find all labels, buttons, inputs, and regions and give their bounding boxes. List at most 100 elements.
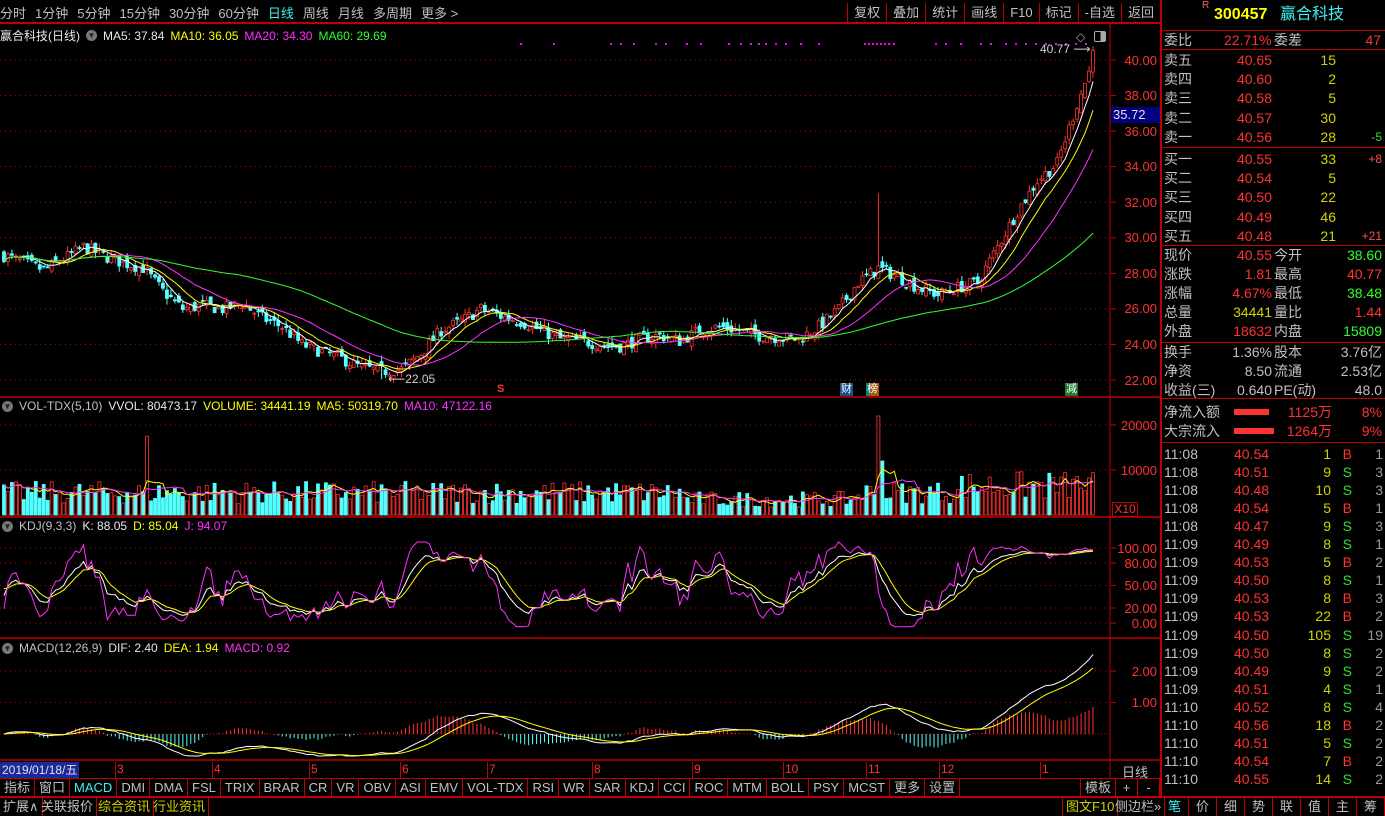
candle <box>161 282 165 289</box>
indicator-tab[interactable]: DMI <box>117 779 151 796</box>
tool-button[interactable]: 复权 <box>847 3 886 23</box>
tool-button[interactable]: -自选 <box>1077 3 1121 23</box>
template-button[interactable]: + <box>1116 779 1138 796</box>
period-tab[interactable]: 月线 <box>337 6 364 21</box>
marker-finance[interactable]: 财 <box>840 383 853 396</box>
bottom-tab[interactable]: 行业资讯 <box>150 798 210 816</box>
volume-bar <box>892 482 897 516</box>
price-axis-label: 34.00 <box>1124 159 1157 175</box>
kline-chart[interactable] <box>0 0 1160 778</box>
indicator-tab[interactable]: BRAR <box>260 779 305 796</box>
count: 1 <box>1375 446 1383 462</box>
diamond-icon[interactable]: ◇ <box>1076 30 1086 44</box>
indicator-tab[interactable]: ASI <box>396 779 426 796</box>
volume-bar <box>757 506 762 516</box>
bottom-tab[interactable]: 综合资讯 <box>95 798 155 816</box>
view-tab[interactable]: 势 <box>1245 798 1273 816</box>
bottom-tab[interactable]: 扩展∧ <box>0 798 43 816</box>
chevron-down-icon[interactable]: ▼ <box>86 30 97 41</box>
label: 买五 <box>1164 227 1192 244</box>
tool-button[interactable]: 标记 <box>1038 3 1078 23</box>
tool-button[interactable]: 画线 <box>964 3 1003 23</box>
marker-reduce[interactable]: 减 <box>1065 383 1078 396</box>
tool-button[interactable]: 统计 <box>925 3 964 23</box>
panel-toggle-icon[interactable] <box>1094 31 1106 42</box>
trade-row: 11:08 40.47 9 S 3 <box>1162 517 1385 535</box>
indicator-tab[interactable]: KDJ <box>626 779 660 796</box>
period-tab[interactable]: 日线 <box>267 6 294 21</box>
indicator-tab[interactable]: VOL-TDX <box>463 779 529 796</box>
candle <box>37 264 42 270</box>
candle <box>840 297 845 304</box>
chevron-down-icon[interactable]: ▼ <box>2 520 13 532</box>
template-button[interactable]: 模板 <box>1081 779 1116 796</box>
view-tab[interactable]: 主 <box>1329 798 1357 816</box>
indicator-tab[interactable]: MACD <box>70 779 118 796</box>
indicator-tab[interactable]: CCI <box>659 779 691 796</box>
period-tab[interactable]: 周线 <box>302 6 329 21</box>
candle <box>220 304 225 314</box>
view-tab[interactable]: 价 <box>1189 798 1217 816</box>
period-tab[interactable]: 分时 <box>0 6 27 21</box>
period-tab[interactable]: 15分钟 <box>119 6 160 21</box>
indicator-tab[interactable]: 窗口 <box>35 779 71 796</box>
indicator-tab[interactable]: WR <box>559 779 590 796</box>
vol-ma5-line <box>3 468 1094 505</box>
volume-bar <box>176 491 181 516</box>
trade-row: 11:09 40.49 9 S 2 <box>1162 662 1385 680</box>
chevron-down-icon[interactable]: ▼ <box>2 642 13 654</box>
indicator-tab[interactable]: SAR <box>590 779 626 796</box>
indicator-tab[interactable]: EMV <box>426 779 464 796</box>
indicator-tab[interactable]: 设置 <box>925 779 961 796</box>
period-tab[interactable]: 1分钟 <box>35 6 69 21</box>
time: 11:09 <box>1164 536 1198 553</box>
chevron-down-icon[interactable]: ▼ <box>2 400 13 412</box>
view-tab[interactable]: 筹 <box>1357 798 1385 816</box>
template-button[interactable]: - <box>1138 779 1160 796</box>
indicator-tab[interactable]: PSY <box>809 779 845 796</box>
label: PE(动) <box>1274 382 1316 398</box>
indicator-tab[interactable]: TRIX <box>221 779 260 796</box>
bottom-tab[interactable]: 关联报价 <box>38 798 98 816</box>
indicator-tab[interactable]: MCST <box>844 779 891 796</box>
tool-button[interactable]: 返回 <box>1120 3 1160 23</box>
period-tab[interactable]: 5分钟 <box>77 6 111 21</box>
view-tab[interactable]: 联 <box>1273 798 1301 816</box>
candle <box>1027 190 1032 205</box>
view-tab[interactable]: 笔 <box>1161 798 1189 816</box>
volume-bar <box>657 497 662 516</box>
indicator-tab[interactable]: 更多 <box>890 779 926 796</box>
indicator-tab[interactable]: BOLL <box>767 779 810 796</box>
volume-bar <box>327 484 332 516</box>
view-tab[interactable]: 值 <box>1301 798 1329 816</box>
candle <box>888 266 893 280</box>
indicator-tab[interactable]: DMA <box>150 779 189 796</box>
marker-ranking[interactable]: 榜 <box>866 383 879 396</box>
view-tab[interactable]: 细 <box>1217 798 1245 816</box>
indicator-tab[interactable]: OBV <box>359 779 396 796</box>
volume-bar <box>641 500 646 516</box>
period-tab[interactable]: 多周期 <box>372 6 412 21</box>
time: 11:09 <box>1164 590 1198 607</box>
period-tab[interactable]: 更多 > <box>420 6 459 21</box>
count: 2 <box>1375 662 1383 679</box>
volume-bar <box>701 503 706 516</box>
weibi-row: 委比 22.71% 委差 47 <box>1162 31 1385 50</box>
indicator-tab[interactable]: RSI <box>528 779 560 796</box>
volume-bar <box>407 489 412 516</box>
indicator-tab[interactable]: 指标 <box>0 779 36 796</box>
volume: 5 <box>1328 170 1336 187</box>
marker-s[interactable]: S <box>497 383 505 395</box>
f10-button[interactable]: 图文F10 <box>1062 798 1119 816</box>
indicator-tab[interactable]: MTM <box>728 779 767 796</box>
indicator-tab[interactable]: FSL <box>188 779 221 796</box>
ma60-value: MA60: 29.69 <box>318 28 387 43</box>
tool-button[interactable]: F10 <box>1003 3 1038 23</box>
sidebar-toggle[interactable]: 侧边栏» <box>1112 798 1166 816</box>
period-tab[interactable]: 30分钟 <box>168 6 210 21</box>
indicator-tab[interactable]: VR <box>332 779 360 796</box>
indicator-tab[interactable]: CR <box>305 779 333 796</box>
period-tab[interactable]: 60分钟 <box>218 6 259 21</box>
indicator-tab[interactable]: ROC <box>690 779 729 796</box>
tool-button[interactable]: 叠加 <box>886 3 925 23</box>
